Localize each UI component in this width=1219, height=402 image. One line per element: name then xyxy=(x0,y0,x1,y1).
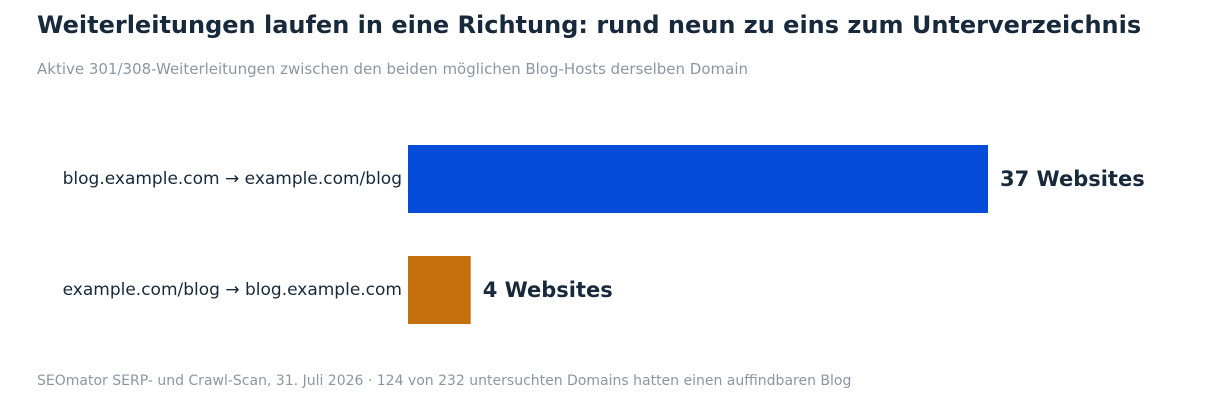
category-label: blog.example.com → example.com/blog xyxy=(63,169,402,189)
value-label: 37 Websites xyxy=(1000,167,1145,191)
bar xyxy=(408,145,988,213)
bar xyxy=(408,256,471,324)
source-note: SEOmator SERP- und Crawl-Scan, 31. Juli … xyxy=(37,373,852,389)
value-label: 4 Websites xyxy=(483,278,613,302)
chart-subtitle: Aktive 301/308-Weiterleitungen zwischen … xyxy=(37,60,749,78)
chart-title: Weiterleitungen laufen in eine Richtung:… xyxy=(37,11,1142,39)
category-label: example.com/blog → blog.example.com xyxy=(63,280,402,300)
